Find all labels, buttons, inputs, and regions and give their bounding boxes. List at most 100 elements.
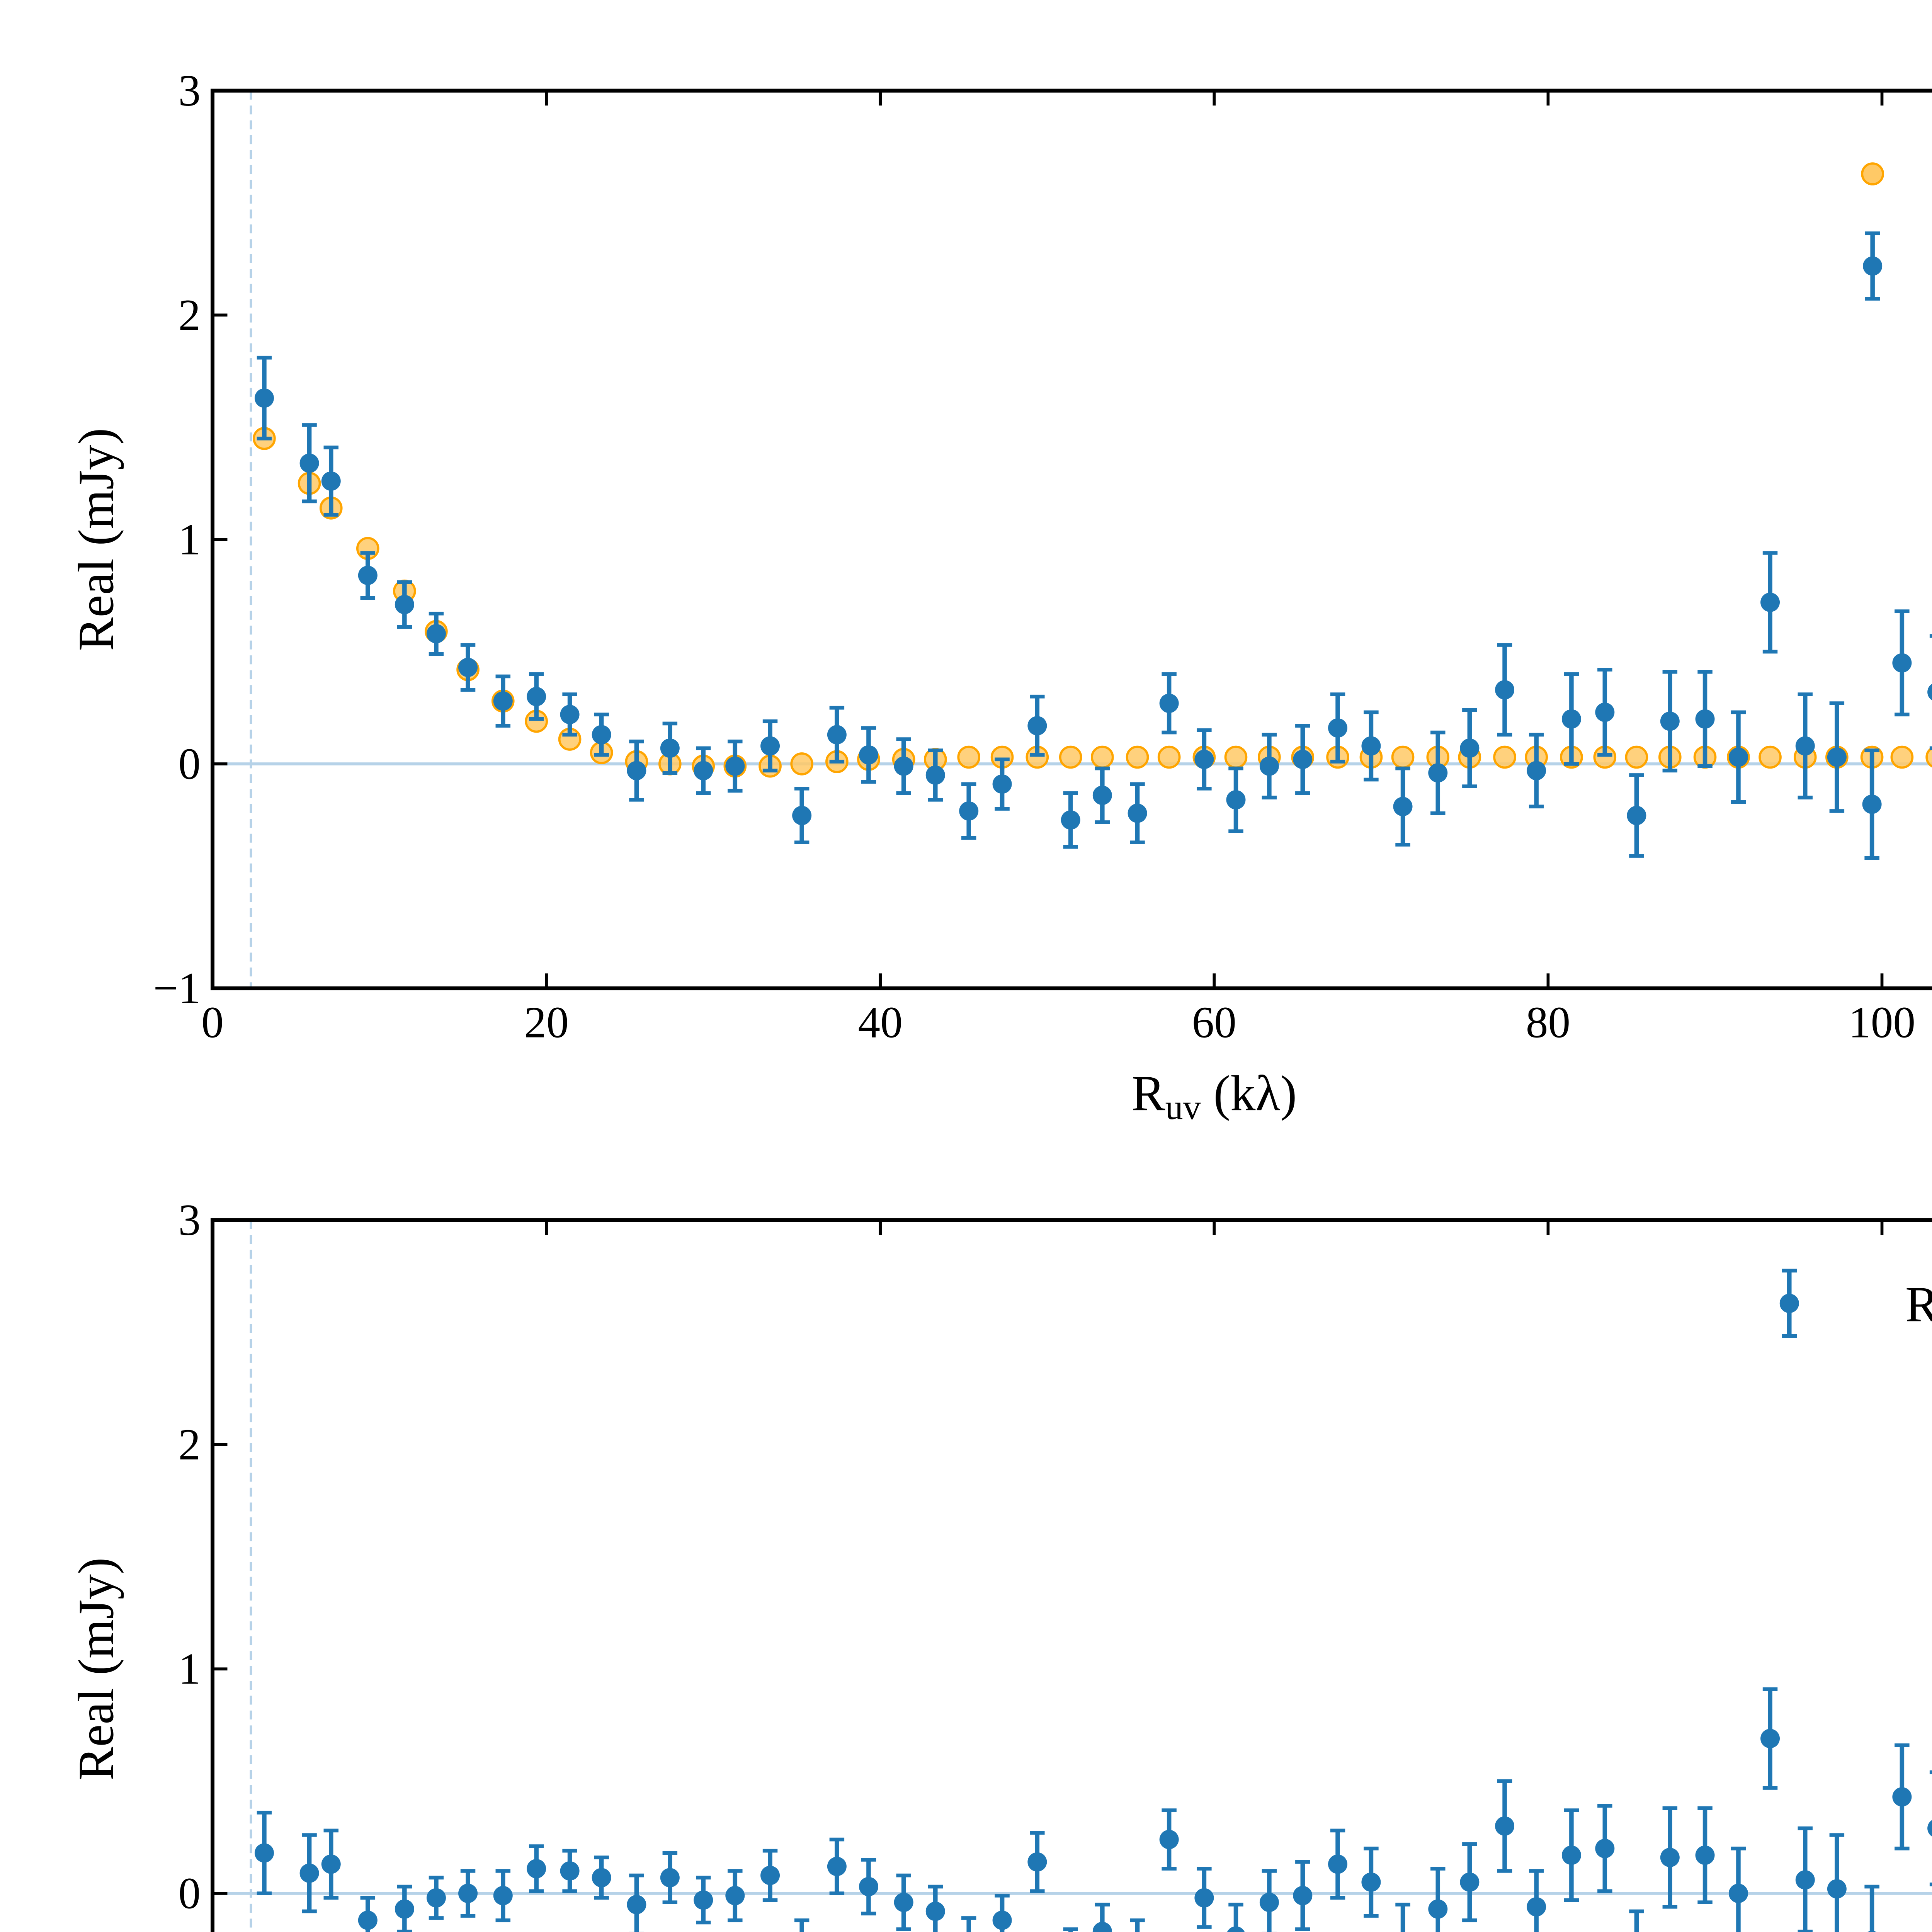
data-point	[660, 738, 680, 758]
data-point	[1128, 803, 1147, 823]
data-point	[1728, 747, 1748, 767]
data-point	[894, 1893, 913, 1912]
data-point	[1293, 1886, 1313, 1905]
data-point	[1027, 1852, 1047, 1872]
data-point	[358, 566, 378, 585]
data-point	[1795, 1870, 1815, 1890]
data-point	[1595, 1838, 1615, 1858]
data-point	[1892, 1787, 1912, 1807]
data-point	[827, 1857, 847, 1876]
data-point	[358, 1910, 378, 1930]
y-axis-label: Real (mJy)	[68, 1558, 124, 1781]
data-point	[1226, 790, 1246, 810]
model-point	[1157, 745, 1181, 769]
y-tick-label: 2	[179, 290, 201, 340]
y-tick-label: 0	[179, 1868, 201, 1918]
data-point	[1428, 1899, 1448, 1919]
data-point	[1293, 750, 1313, 769]
model-point	[1493, 745, 1516, 769]
data-point	[1927, 684, 1932, 701]
data-point	[859, 1877, 878, 1896]
data-point	[254, 1843, 274, 1863]
data-point	[321, 471, 341, 491]
legend-label: Residuals	[1905, 1276, 1932, 1332]
data-point	[1227, 1926, 1245, 1932]
x-tick-label: 0	[201, 998, 224, 1047]
model-point	[1890, 745, 1914, 769]
data-point	[725, 756, 745, 776]
data-point	[1695, 709, 1715, 729]
series-residuals	[254, 1687, 1932, 1932]
data-point	[1627, 806, 1646, 825]
data-point	[527, 687, 546, 706]
data-point	[1361, 1872, 1381, 1892]
model-point	[1759, 745, 1782, 769]
data-point	[1460, 1872, 1480, 1892]
data-point	[1660, 1848, 1680, 1867]
axes-frame	[211, 1218, 1932, 1932]
data-point	[1159, 1830, 1179, 1849]
data-point	[925, 765, 945, 785]
data-point	[694, 1890, 713, 1910]
data-point	[992, 1910, 1012, 1930]
model-point	[1091, 745, 1114, 769]
model-point	[1059, 745, 1082, 769]
model-point	[790, 752, 813, 776]
data-point	[1159, 694, 1179, 713]
legend: Residuals	[1779, 1269, 1932, 1338]
data-point	[760, 736, 780, 756]
data-point	[1460, 738, 1480, 758]
model-point	[1126, 745, 1149, 769]
y-tick-label: 0	[179, 739, 201, 788]
data-point	[592, 725, 611, 745]
x-tick-label: 20	[524, 998, 568, 1047]
x-axis-label-main: R	[1131, 1065, 1165, 1121]
data-point	[1892, 653, 1912, 673]
data-point	[1061, 810, 1080, 830]
data-point	[660, 1868, 680, 1888]
data-point	[1595, 702, 1615, 722]
data-point	[321, 1854, 341, 1874]
data-point	[426, 1888, 446, 1908]
data-point	[493, 1886, 513, 1905]
data-point	[1328, 718, 1348, 738]
x-axis-label-unit: (kλ)	[1201, 1065, 1297, 1121]
data-point	[1393, 797, 1413, 816]
data-point	[725, 1886, 745, 1905]
data-point	[1927, 1820, 1932, 1837]
data-point	[1259, 1893, 1279, 1912]
data-point	[627, 761, 646, 781]
y-tick-label: 2	[179, 1420, 201, 1469]
data-point	[299, 1863, 319, 1883]
data-point	[1760, 1729, 1780, 1748]
legend-data-marker-icon	[1863, 256, 1883, 276]
data-point	[458, 1884, 478, 1903]
data-point	[560, 705, 580, 724]
data-point	[527, 1859, 546, 1879]
data-point	[1728, 1884, 1748, 1903]
model-point	[1224, 745, 1248, 769]
data-point	[1660, 711, 1680, 731]
data-point	[1695, 1845, 1715, 1865]
series-data	[254, 355, 1932, 860]
data-point	[254, 388, 274, 408]
y-axis-label: Real (mJy)	[68, 428, 124, 651]
legend: ModelData	[1861, 162, 1884, 301]
data-point	[560, 1861, 580, 1881]
data-point	[894, 756, 913, 776]
legend-model-marker-icon	[1861, 162, 1884, 185]
data-point	[925, 1901, 945, 1921]
data-point	[1194, 1888, 1214, 1908]
data-point	[1428, 763, 1448, 783]
x-tick-label: 100	[1849, 998, 1915, 1047]
x-tick-label: 80	[1526, 998, 1570, 1047]
model-point	[1391, 745, 1415, 769]
legend-data-marker-icon	[1779, 1294, 1799, 1313]
y-tick-label: 3	[179, 1195, 201, 1245]
data-point	[992, 774, 1012, 794]
data-point	[760, 1866, 780, 1885]
x-axis-label-subscript: uv	[1165, 1087, 1201, 1127]
